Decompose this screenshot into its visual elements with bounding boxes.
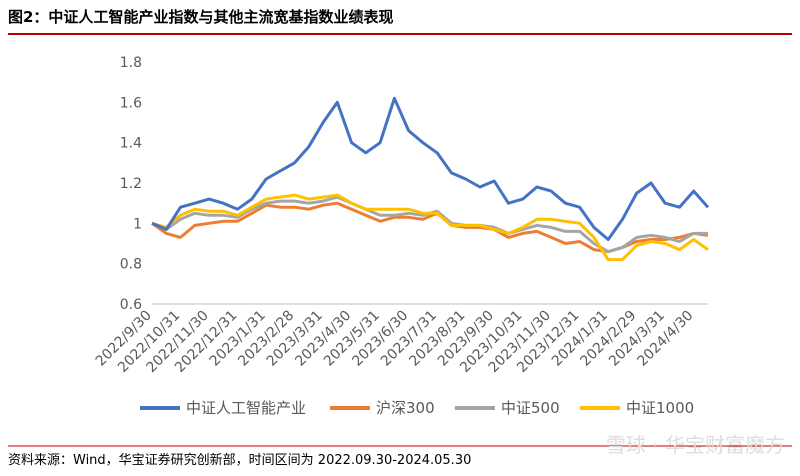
y-tick-label: 0.8 bbox=[120, 257, 142, 273]
series-line bbox=[151, 195, 708, 254]
y-tick-label: 1.8 bbox=[120, 55, 142, 71]
series-line bbox=[151, 193, 709, 262]
legend-label: 中证1000 bbox=[626, 399, 694, 417]
watermark: 雪球 · 华宝财富魔方 bbox=[606, 433, 785, 457]
chart-title: 图2：中证人工智能产业指数与其他主流宽基指数业绩表现 bbox=[8, 8, 393, 26]
source-note: 资料来源：Wind，华宝证券研究创新部，时间区间为 2022.09.30-202… bbox=[8, 452, 471, 468]
y-tick-label: 1.6 bbox=[120, 95, 142, 111]
y-tick-label: 0.6 bbox=[120, 297, 142, 313]
series-line bbox=[151, 96, 710, 241]
y-tick-label: 1.2 bbox=[120, 176, 142, 192]
legend-label: 中证500 bbox=[501, 399, 560, 417]
y-tick-label: 1 bbox=[133, 216, 142, 232]
legend-label: 中证人工智能产业 bbox=[186, 399, 306, 417]
legend-label: 沪深300 bbox=[376, 399, 435, 417]
y-tick-label: 1.4 bbox=[120, 136, 142, 152]
